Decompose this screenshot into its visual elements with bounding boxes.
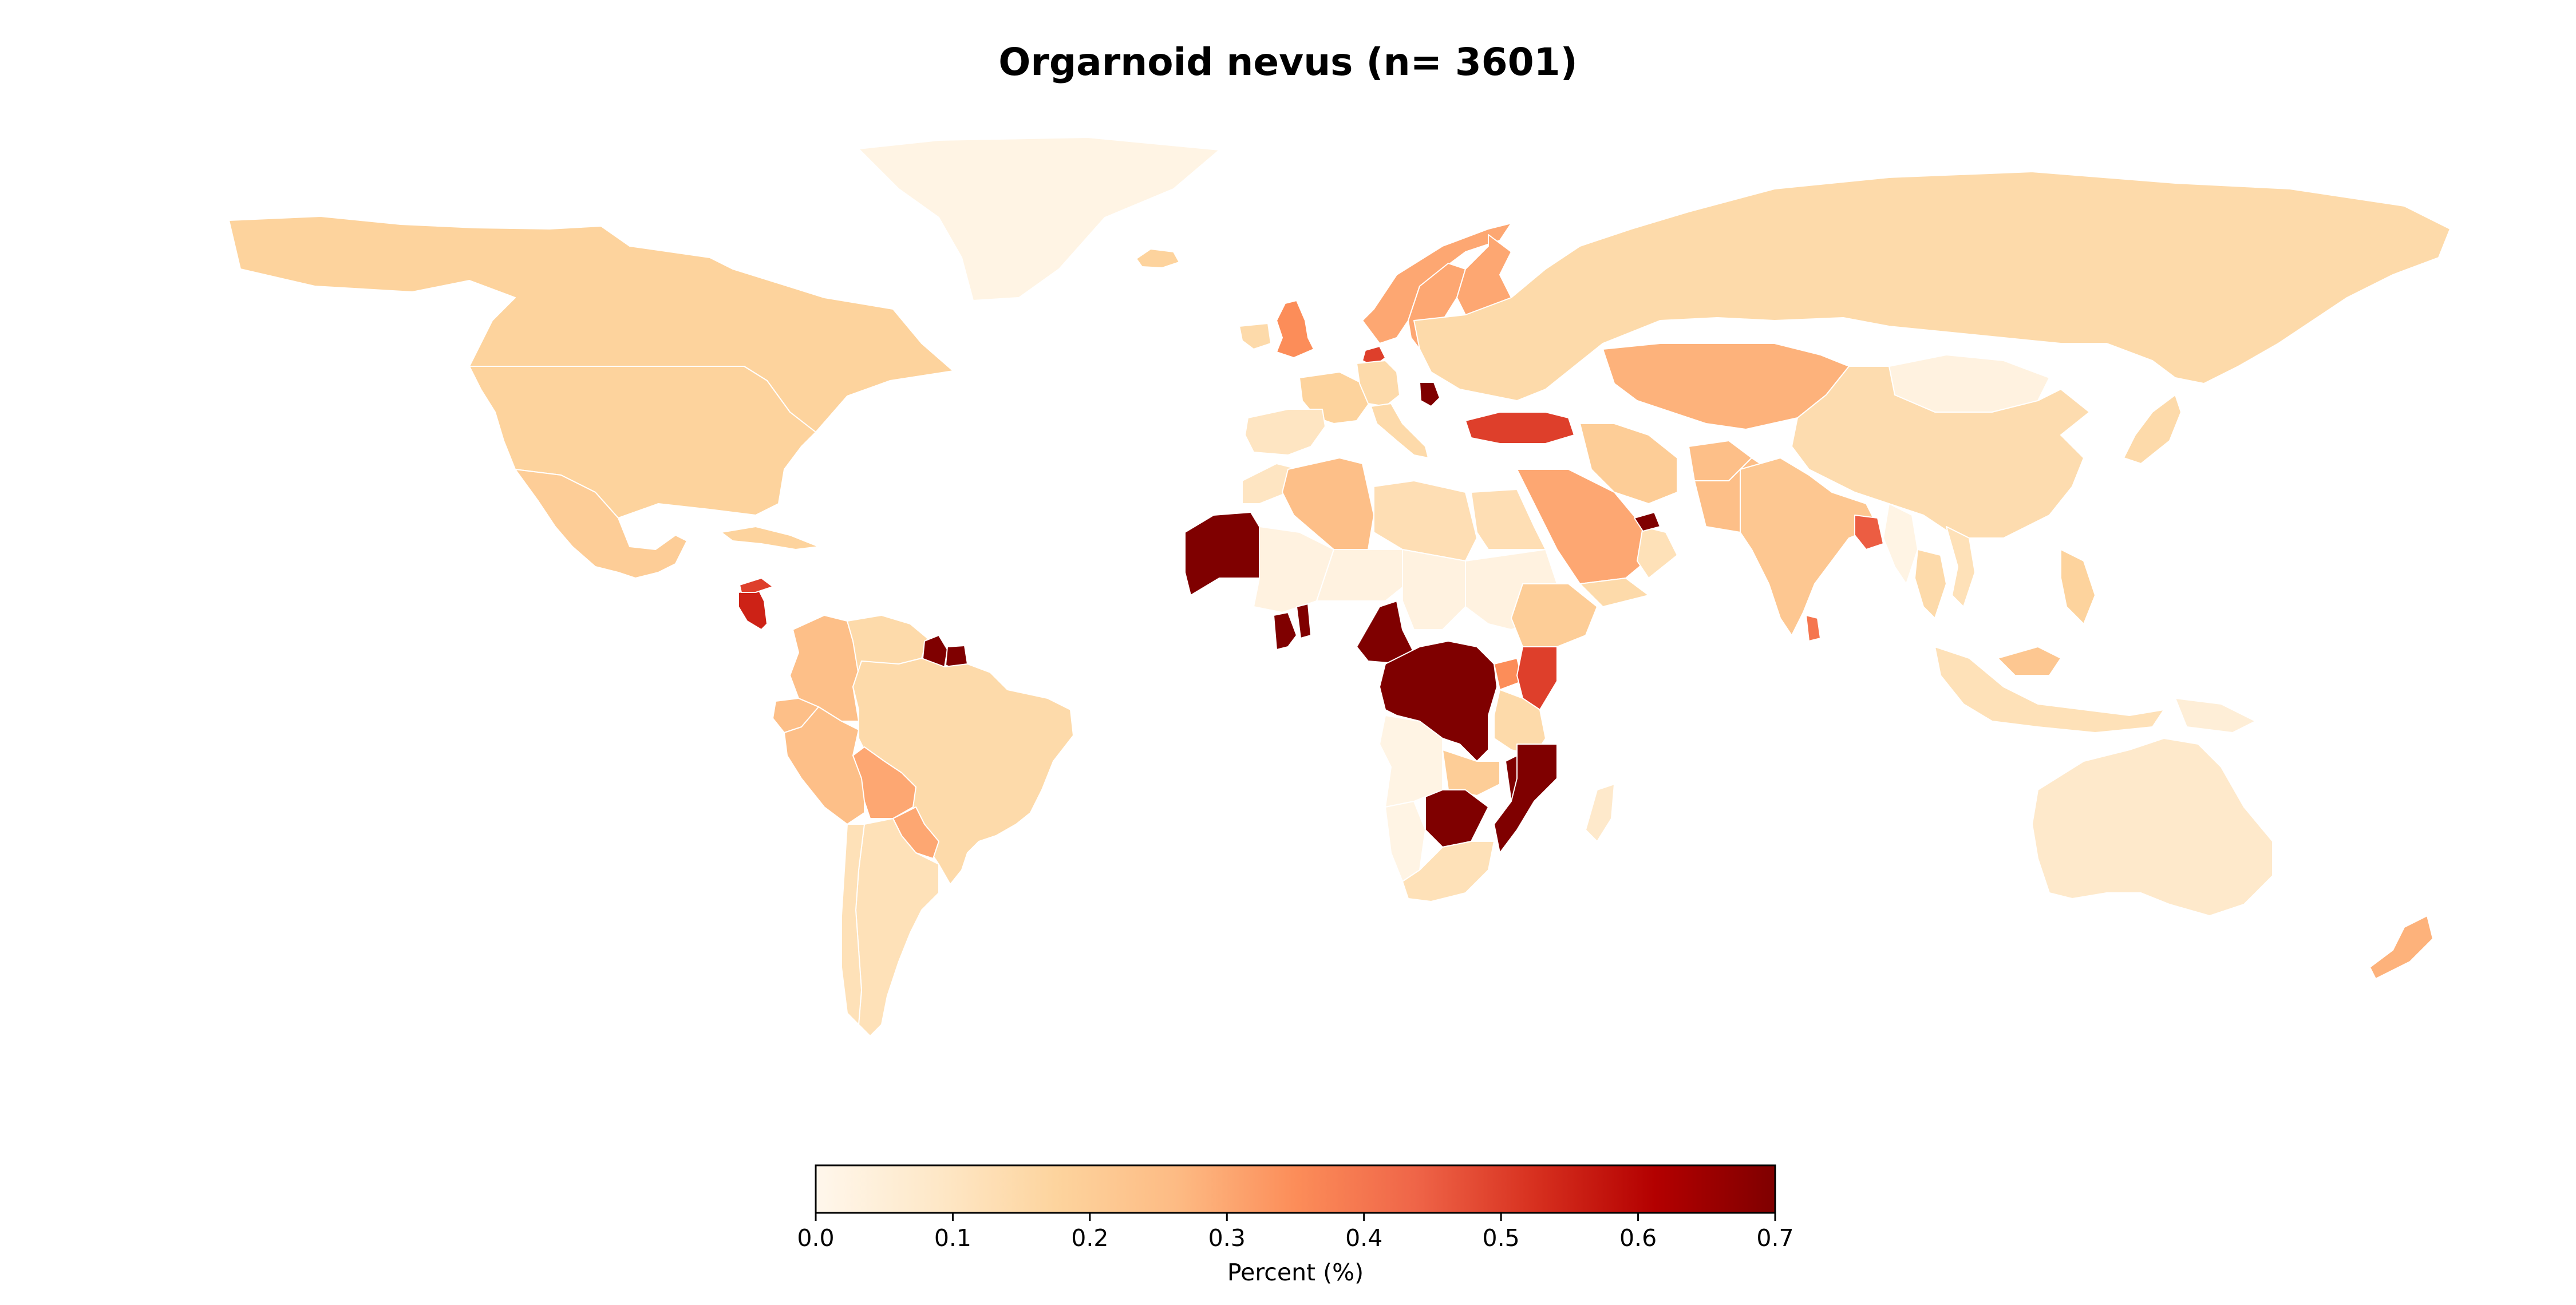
country-canada (228, 216, 954, 433)
country-united-arab-emirates (1634, 512, 1661, 532)
country-norway (1362, 223, 1512, 344)
country-serbia (1419, 382, 1440, 407)
colorbar-tick-label: 0.1 (934, 1224, 971, 1252)
country-india (1740, 457, 1878, 636)
country-united-states (469, 366, 816, 519)
country-madagascar (1585, 784, 1615, 842)
colorbar-tick-label: 0.2 (1071, 1224, 1108, 1252)
colorbar-tick-label: 0.7 (1756, 1224, 1793, 1252)
country-ghana (1273, 612, 1297, 650)
colorbar-label: Percent (%) (1227, 1259, 1364, 1286)
country-bangladesh (1854, 515, 1884, 550)
country-togo (1296, 603, 1311, 639)
country-ethiopia (1511, 583, 1598, 647)
country-yemen (1579, 578, 1649, 607)
country-libya (1373, 480, 1477, 561)
country-vietnam (1946, 526, 1976, 607)
country-italy (1370, 403, 1429, 458)
country-new-zealand (2369, 915, 2433, 979)
country-china (1791, 366, 2090, 539)
country-iran (1579, 423, 1678, 504)
colorbar-tick-label: 0.5 (1483, 1224, 1520, 1252)
country-australia (2032, 738, 2273, 916)
country-dr-congo (1379, 640, 1498, 762)
country-south-africa (1402, 841, 1495, 902)
colorbar-tick-label: 0.6 (1619, 1224, 1657, 1252)
country-thailand (1914, 549, 1947, 619)
country-germany (1356, 360, 1400, 407)
country-indonesia (1934, 646, 2164, 733)
country-united-kingdom (1276, 300, 1314, 358)
country-honduras (739, 578, 773, 593)
country-greenland (858, 137, 1220, 301)
colorbar-tick-label: 0.3 (1208, 1224, 1246, 1252)
world-map (228, 137, 2451, 1037)
colorbar-tick-label: 0.0 (797, 1224, 834, 1252)
map-title: Orgarnoid nevus (n= 3601) (998, 40, 1578, 84)
country-turkey (1465, 412, 1575, 444)
colorbar (815, 1164, 1776, 1214)
country-mexico (515, 469, 688, 579)
country-niger (1316, 549, 1415, 602)
country-cuba (721, 526, 819, 550)
country-ireland (1239, 323, 1271, 350)
country-malaysia (1997, 646, 2061, 676)
country-papua-new-guinea (2175, 698, 2256, 733)
country-japan (2123, 394, 2182, 464)
country-iceland (1136, 248, 1180, 268)
country-sri-lanka (1805, 615, 1821, 642)
country-bolivia (852, 746, 916, 819)
country-mozambique (1494, 744, 1558, 853)
country-oman (1637, 526, 1678, 579)
country-spain (1244, 409, 1326, 456)
colorbar-tick-label: 0.4 (1345, 1224, 1382, 1252)
country-myanmar (1883, 503, 1918, 584)
country-philippines (2060, 549, 2096, 624)
country-russia (1413, 171, 2451, 401)
country-chile (841, 824, 865, 1025)
